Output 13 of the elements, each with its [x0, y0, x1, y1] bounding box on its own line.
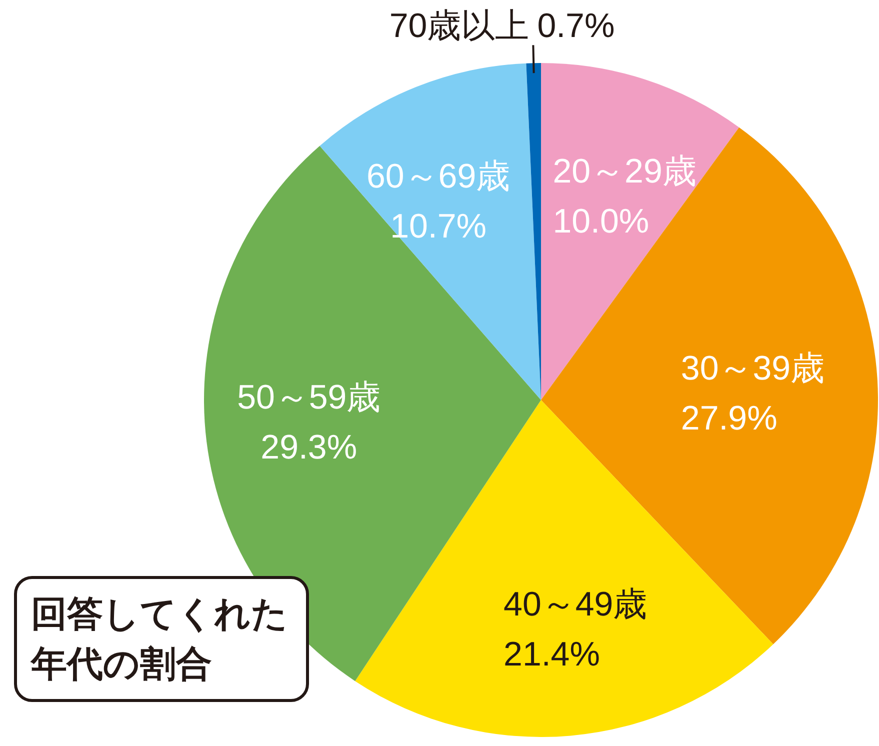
slice-label: 60～69歳 — [366, 157, 510, 196]
text: 回答してくれた年代の割合 — [14, 576, 310, 702]
slice-label: 20～29歳 — [552, 152, 696, 190]
data-label: 29.3% — [260, 428, 358, 467]
data-label: 10.0% — [552, 202, 650, 240]
data-label: 0.7% — [537, 7, 615, 46]
slice-label: 50～59歳 — [237, 378, 381, 417]
data-label: 27.9% — [680, 399, 778, 438]
slice-label: 30～39歳 — [680, 349, 825, 388]
data-label: 10.7% — [390, 207, 486, 246]
data-label: 21.4% — [504, 636, 600, 674]
slice-label: 40～49歳 — [504, 586, 648, 624]
slice-label: 70歳以上 — [389, 7, 530, 46]
